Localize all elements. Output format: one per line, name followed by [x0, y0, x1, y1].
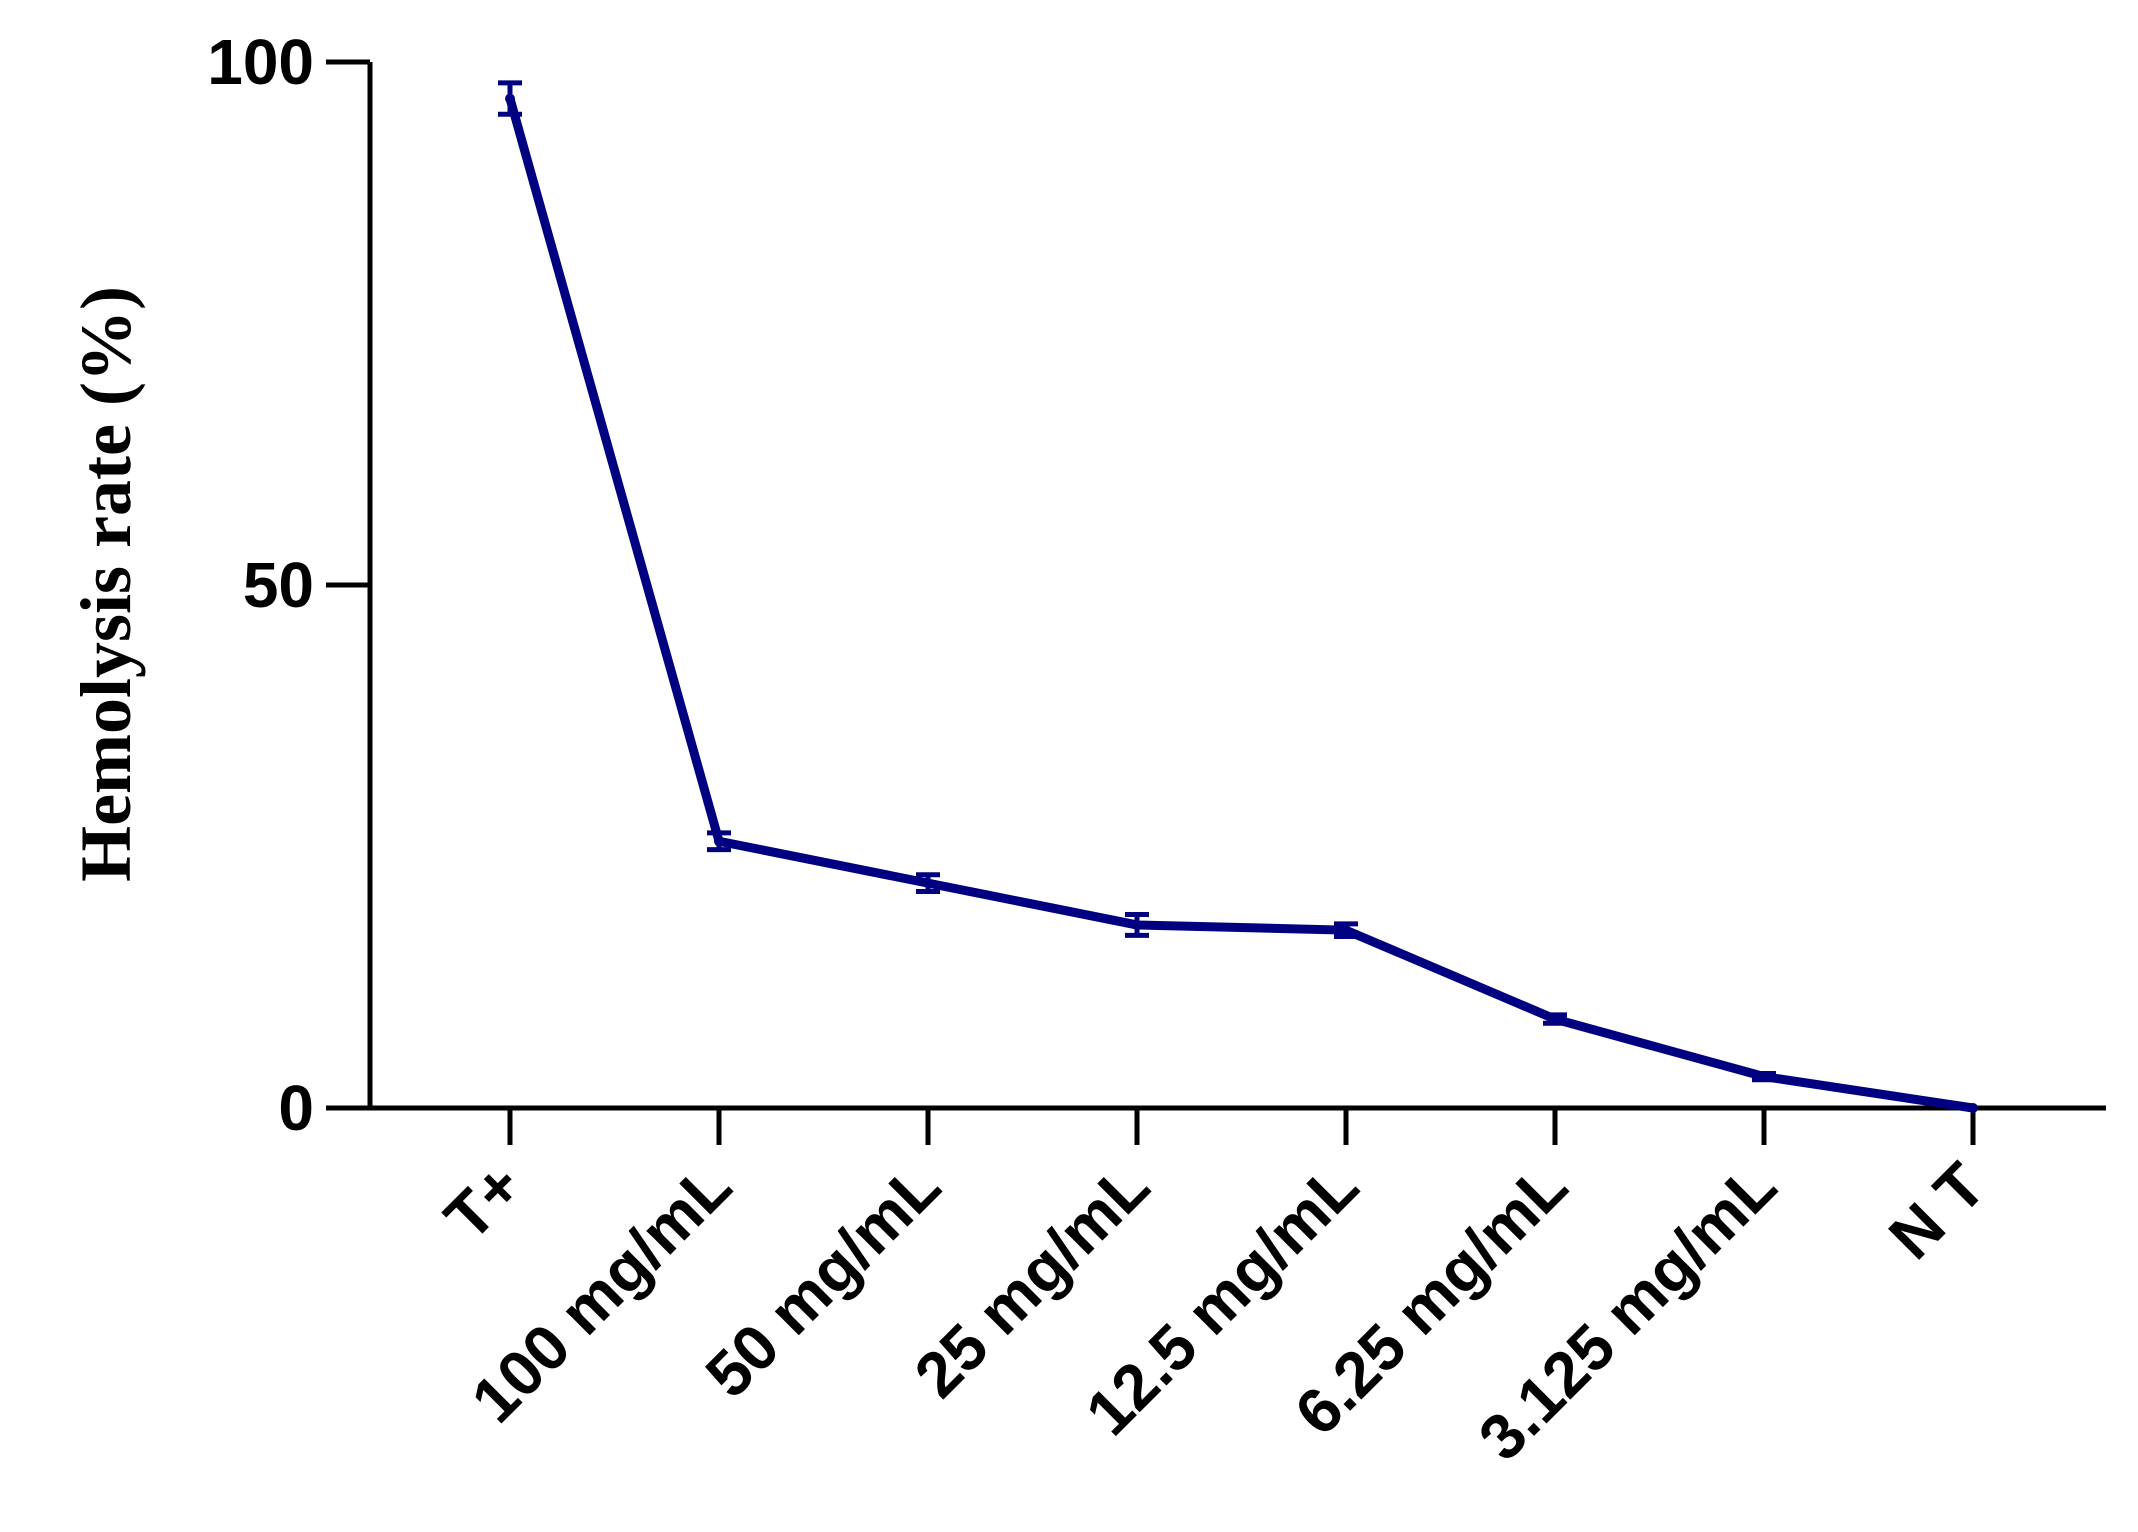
data-point: [505, 93, 515, 104]
x-tick-label: T+: [431, 1149, 536, 1254]
data-point: [714, 836, 724, 847]
y-tick-label: 100: [207, 26, 314, 98]
data-point: [1968, 1103, 1978, 1113]
y-tick-label: 50: [243, 549, 314, 621]
y-tick-label: 0: [278, 1072, 314, 1144]
y-axis: 0 50 100: [207, 26, 373, 1144]
data-point: [1759, 1071, 1769, 1082]
series-line: [505, 97, 1974, 1113]
y-axis-title: Hemolysis rate (%): [66, 286, 146, 882]
data-point: [1341, 925, 1351, 936]
data-point: [1550, 1014, 1560, 1025]
data-point: [923, 878, 933, 889]
series-layer: [498, 80, 1978, 1113]
data-point: [1132, 919, 1142, 930]
x-tick-label: N T: [1875, 1149, 1999, 1273]
